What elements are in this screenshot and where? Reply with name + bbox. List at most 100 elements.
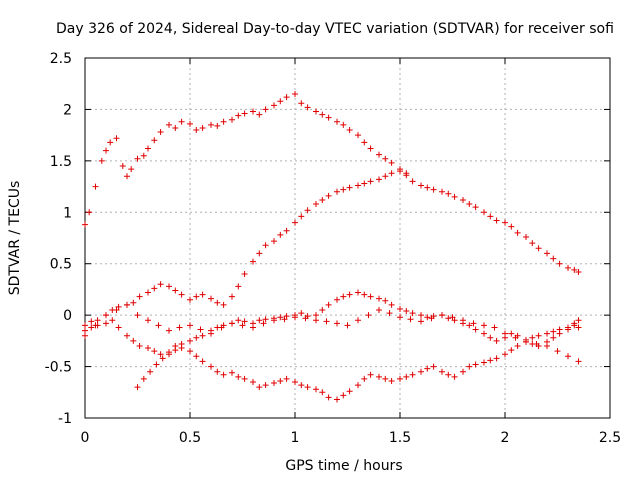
data-point — [430, 186, 437, 193]
data-point — [241, 375, 248, 382]
data-point — [460, 368, 466, 375]
data-point — [556, 260, 563, 267]
data-point — [313, 386, 319, 393]
data-point — [346, 127, 353, 133]
data-point — [493, 355, 500, 362]
data-point — [361, 375, 368, 382]
data-point — [571, 320, 578, 327]
series-3 — [82, 289, 582, 358]
data-point — [283, 313, 290, 320]
data-point — [544, 330, 550, 337]
data-point — [298, 100, 305, 107]
y-axis-label: SDTVAR / TECUs — [7, 181, 23, 296]
data-point — [533, 340, 540, 347]
data-point — [565, 264, 571, 271]
y-tick-label: 2 — [63, 102, 72, 118]
data-point — [241, 271, 248, 277]
series-4 — [82, 301, 582, 365]
data-point — [428, 315, 435, 322]
data-point — [386, 310, 393, 317]
data-point — [388, 159, 395, 166]
data-point — [277, 377, 284, 384]
data-point — [220, 371, 227, 378]
data-point — [241, 110, 248, 117]
data-point — [134, 384, 141, 391]
data-point — [325, 114, 332, 121]
grid-lines — [85, 58, 610, 418]
data-point — [235, 373, 242, 380]
x-tick-label: 2.5 — [599, 430, 621, 446]
data-point — [241, 318, 248, 325]
data-point — [487, 213, 494, 220]
data-point — [292, 91, 298, 97]
data-point — [575, 268, 582, 275]
data-point — [451, 317, 458, 324]
data-point — [355, 382, 361, 389]
data-point — [346, 184, 353, 191]
data-point — [260, 320, 267, 327]
data-point — [113, 135, 120, 142]
data-point — [130, 337, 137, 344]
data-point — [214, 368, 221, 375]
data-point — [262, 106, 269, 113]
data-point — [556, 326, 563, 333]
data-point — [449, 314, 456, 321]
data-point — [397, 168, 403, 175]
data-point — [319, 196, 326, 203]
data-point — [250, 108, 256, 115]
x-axis-label: GPS time / hours — [285, 458, 402, 474]
data-point — [544, 250, 550, 257]
data-point — [523, 233, 529, 240]
data-point — [382, 155, 389, 162]
data-point — [361, 139, 368, 146]
data-point — [166, 327, 172, 334]
data-point — [367, 145, 374, 152]
data-point — [292, 379, 298, 385]
data-point — [382, 297, 389, 304]
data-point — [502, 351, 508, 358]
data-point — [544, 343, 550, 349]
data-point — [277, 314, 284, 321]
data-point — [199, 332, 206, 339]
data-point — [550, 255, 557, 262]
data-point — [124, 332, 130, 339]
data-point — [283, 227, 290, 234]
data-point — [82, 322, 88, 329]
data-point — [283, 375, 290, 382]
data-point — [304, 207, 311, 214]
data-point — [229, 369, 235, 376]
data-point — [340, 392, 347, 399]
data-point — [575, 324, 582, 331]
data-point — [208, 363, 214, 370]
data-point — [262, 242, 269, 249]
data-point — [355, 289, 361, 296]
data-point — [565, 324, 571, 331]
data-point — [193, 293, 200, 300]
series-2 — [82, 168, 582, 329]
data-point — [145, 145, 151, 152]
data-point — [86, 209, 93, 216]
data-point — [575, 317, 582, 324]
x-tick-label: 1.5 — [389, 430, 411, 446]
data-point — [325, 301, 332, 308]
data-point — [334, 296, 340, 303]
data-point — [151, 285, 158, 292]
data-point — [92, 322, 99, 329]
data-point — [193, 127, 200, 133]
data-point — [344, 322, 351, 329]
data-point — [250, 379, 256, 385]
data-point — [376, 307, 382, 313]
data-point — [281, 316, 288, 323]
data-point — [208, 330, 214, 337]
data-point — [235, 112, 242, 119]
data-point — [235, 317, 242, 324]
data-point — [134, 312, 141, 319]
y-tick-label: 2.5 — [50, 51, 72, 67]
data-point — [166, 283, 172, 290]
data-point — [445, 371, 452, 378]
data-point — [466, 322, 473, 329]
data-point — [334, 396, 340, 403]
data-point — [508, 223, 515, 230]
data-point — [262, 316, 269, 323]
data-point — [418, 312, 424, 319]
